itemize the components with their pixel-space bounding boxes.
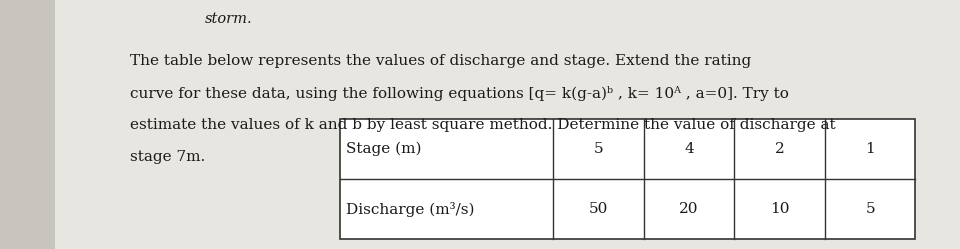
Text: estimate the values of k and b by least square method. Determine the value of di: estimate the values of k and b by least … bbox=[130, 118, 835, 132]
Text: 10: 10 bbox=[770, 202, 790, 216]
Text: storm.: storm. bbox=[205, 12, 252, 26]
Text: 5: 5 bbox=[865, 202, 875, 216]
Text: 50: 50 bbox=[588, 202, 608, 216]
Text: 4: 4 bbox=[684, 142, 694, 156]
Text: curve for these data, using the following equations [q= k(g-a)ᵇ , k= 10ᴬ , a=0].: curve for these data, using the followin… bbox=[130, 86, 789, 101]
Text: 1: 1 bbox=[865, 142, 875, 156]
Text: 2: 2 bbox=[775, 142, 784, 156]
Bar bbox=[340, 119, 915, 239]
Text: 5: 5 bbox=[593, 142, 603, 156]
Text: Discharge (m³/s): Discharge (m³/s) bbox=[346, 201, 474, 216]
Text: The table below represents the values of discharge and stage. Extend the rating: The table below represents the values of… bbox=[130, 54, 752, 68]
Text: stage 7m.: stage 7m. bbox=[130, 150, 205, 164]
Text: 20: 20 bbox=[680, 202, 699, 216]
Text: Stage (m): Stage (m) bbox=[346, 142, 421, 156]
